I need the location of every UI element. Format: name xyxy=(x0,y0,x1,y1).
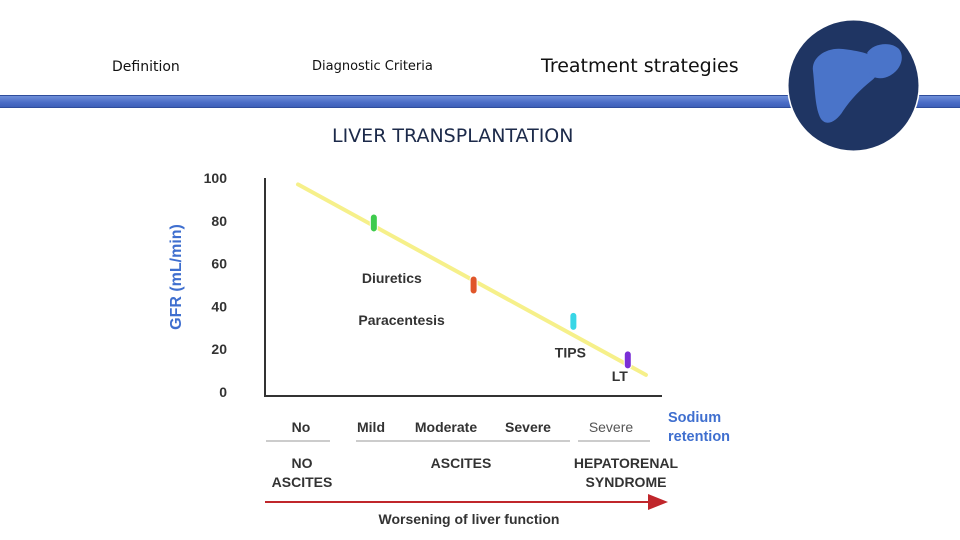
sodium-level-label: Severe xyxy=(589,419,634,435)
marker-label-lt: LT xyxy=(612,368,629,384)
marker-label-diuretics: Diuretics xyxy=(362,270,422,286)
marker-paracentesis xyxy=(469,275,478,295)
treatment-markers: Diuretics Paracentesis TIPS LT xyxy=(358,213,632,384)
sodium-label-line1: Sodium xyxy=(668,410,721,426)
sodium-level-label: Mild xyxy=(357,419,385,435)
tab-treatment-strategies[interactable]: Treatment strategies xyxy=(541,55,739,77)
liver-icon xyxy=(788,20,919,151)
stage-no-ascites-line2: ASCITES xyxy=(272,474,333,490)
sodium-level-label: Moderate xyxy=(415,419,477,435)
marker-lt xyxy=(623,350,632,370)
y-axis-label: GFR (mL/min) xyxy=(168,224,185,330)
stage-no-ascites-line1: NO xyxy=(292,455,313,471)
sodium-level-label: Severe xyxy=(505,419,551,435)
y-tick-label: 100 xyxy=(204,170,228,186)
marker-label-paracentesis: Paracentesis xyxy=(358,312,445,328)
header-bar xyxy=(0,95,960,108)
stage-ascites: ASCITES xyxy=(431,455,492,471)
tab-diagnostic-criteria[interactable]: Diagnostic Criteria xyxy=(312,59,433,74)
liver-lobe-left xyxy=(812,48,880,123)
worsening-label: Worsening of liver function xyxy=(379,511,560,527)
logo xyxy=(787,19,920,152)
y-tick-label: 60 xyxy=(211,256,227,272)
sodium-retention-levels: No Mild Moderate Severe Severe xyxy=(292,419,634,435)
stage-hrs-line2: SYNDROME xyxy=(586,474,667,490)
sodium-label-line2: retention xyxy=(668,429,730,445)
section-title: LIVER TRANSPLANTATION xyxy=(332,125,574,147)
y-tick-label: 80 xyxy=(211,213,227,229)
y-tick-label: 0 xyxy=(219,384,227,400)
y-tick-label: 20 xyxy=(211,341,227,357)
sodium-level-label: No xyxy=(292,419,311,435)
liver-lobe-right xyxy=(867,44,902,79)
stage-hrs-line1: HEPATORENAL xyxy=(574,455,679,471)
y-tick-label: 40 xyxy=(211,298,227,314)
y-tick-labels: 100 80 60 40 20 0 xyxy=(204,170,228,400)
marker-label-tips: TIPS xyxy=(555,344,586,360)
marker-tips xyxy=(569,311,578,331)
marker-diuretics xyxy=(369,213,378,233)
tab-definition[interactable]: Definition xyxy=(112,59,180,75)
